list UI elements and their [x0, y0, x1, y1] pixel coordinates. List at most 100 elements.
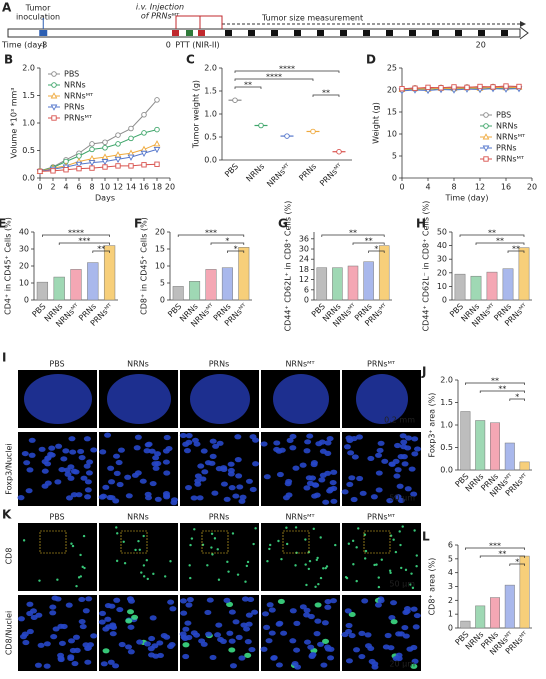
cell [235, 634, 243, 640]
cell [109, 631, 117, 637]
cell [210, 546, 213, 549]
cell [145, 559, 149, 562]
injection-label: of PRNsᴹᵀ [141, 12, 180, 21]
cell [57, 655, 65, 661]
cell [142, 575, 146, 578]
cell [149, 480, 157, 487]
y-tick-label: 0 [304, 296, 309, 305]
column-header: PRNs [209, 513, 230, 522]
scale-label: 50 μm [389, 580, 415, 589]
cell [324, 566, 327, 570]
y-tick-label: 15 [387, 108, 397, 117]
bar [347, 265, 359, 301]
sig-bracket [210, 242, 245, 245]
sig-label: ** [498, 550, 506, 559]
y-axis-title: CD8⁺ in CD45⁺ Cells (%) [140, 217, 149, 315]
bar [205, 269, 217, 301]
marker [101, 159, 109, 166]
y-tick-label: 10 [387, 130, 397, 139]
cell [240, 622, 248, 628]
cell [84, 659, 92, 665]
cell [305, 583, 308, 587]
bar [238, 247, 250, 301]
cell [244, 652, 252, 658]
cell [315, 441, 323, 447]
cell [299, 604, 307, 610]
cell [239, 494, 247, 500]
cell [303, 485, 311, 491]
cell [370, 494, 378, 500]
zoom-box [39, 530, 67, 554]
cell [358, 630, 366, 636]
y-tick-label: 25 [387, 64, 397, 73]
cell [160, 633, 168, 639]
cell [28, 437, 36, 443]
cell [399, 543, 402, 547]
marker [425, 84, 431, 91]
stain-label: CD8 [5, 548, 14, 565]
cell [201, 469, 209, 475]
tissue [273, 374, 329, 424]
cell [38, 579, 41, 582]
cell [268, 630, 276, 636]
cell [280, 630, 288, 636]
sig-bracket [475, 242, 525, 245]
cell [325, 565, 329, 568]
cell [48, 445, 56, 451]
sig-bracket [459, 234, 525, 237]
bar [460, 620, 471, 629]
cell [311, 482, 319, 488]
cell [200, 448, 208, 454]
cell [392, 538, 395, 541]
panel-label: A [2, 1, 12, 15]
cell [304, 538, 307, 541]
cell [289, 608, 297, 614]
legend-label: PBS [64, 70, 79, 79]
cell [165, 445, 173, 452]
cell [102, 648, 110, 654]
column-header: NRNs [127, 360, 149, 369]
cell [289, 445, 297, 451]
cell [47, 451, 55, 457]
cell [393, 473, 401, 479]
cell [304, 439, 312, 445]
marker [89, 165, 95, 171]
measure-day [501, 30, 508, 36]
cell [112, 498, 120, 504]
cell [227, 471, 235, 477]
cell [351, 454, 359, 460]
series-line [401, 88, 520, 92]
cell [63, 467, 71, 473]
measure-day [294, 30, 301, 36]
marker [141, 130, 147, 136]
cell [67, 655, 75, 661]
legend-label: NRNsᴹᵀ [64, 92, 94, 101]
cell [152, 465, 160, 471]
bar [363, 261, 374, 301]
cell [389, 571, 392, 575]
cell [104, 602, 112, 609]
cell [204, 460, 212, 466]
cell [190, 537, 194, 540]
cell [43, 663, 51, 669]
cell [246, 560, 250, 564]
legend-label: NRNsᴹᵀ [496, 133, 526, 142]
cell [226, 601, 234, 607]
cell [411, 436, 419, 442]
cell [326, 488, 334, 494]
cell [142, 564, 146, 567]
cell [21, 450, 29, 457]
sig-label: ** [512, 245, 520, 254]
cell [252, 542, 255, 546]
cell [388, 569, 392, 572]
cell [211, 490, 219, 496]
y-tick-label: 1.0 [22, 119, 35, 128]
cell [307, 613, 315, 620]
cell [245, 564, 249, 568]
bar [504, 584, 515, 629]
bar [518, 247, 530, 301]
cell [285, 526, 288, 529]
cell [315, 558, 319, 562]
inject-day [198, 30, 205, 36]
cell [305, 475, 313, 481]
